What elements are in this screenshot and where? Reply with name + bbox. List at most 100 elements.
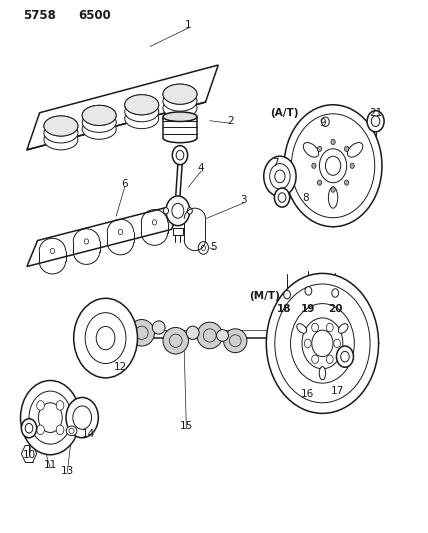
- Circle shape: [85, 313, 126, 364]
- Circle shape: [284, 105, 382, 227]
- Text: 10: 10: [22, 450, 36, 460]
- Circle shape: [66, 398, 98, 438]
- Circle shape: [37, 401, 45, 410]
- Text: 5758: 5758: [23, 10, 56, 22]
- Text: 1: 1: [185, 20, 192, 30]
- Circle shape: [264, 156, 296, 197]
- Circle shape: [152, 220, 157, 225]
- Ellipse shape: [163, 327, 188, 354]
- Circle shape: [291, 114, 375, 217]
- Text: 15: 15: [180, 421, 193, 431]
- Circle shape: [29, 391, 71, 444]
- Ellipse shape: [163, 84, 197, 104]
- Ellipse shape: [303, 142, 319, 157]
- Circle shape: [172, 204, 184, 218]
- Circle shape: [341, 351, 349, 362]
- Circle shape: [321, 117, 329, 126]
- Circle shape: [270, 164, 290, 189]
- Circle shape: [176, 150, 184, 160]
- Circle shape: [172, 146, 187, 165]
- Ellipse shape: [152, 321, 165, 334]
- Circle shape: [198, 241, 208, 254]
- Circle shape: [25, 423, 33, 433]
- Text: 6500: 6500: [78, 10, 111, 22]
- Circle shape: [372, 116, 380, 126]
- Text: 13: 13: [61, 466, 74, 475]
- Ellipse shape: [125, 102, 159, 122]
- Ellipse shape: [348, 142, 363, 157]
- Circle shape: [56, 425, 64, 434]
- Circle shape: [118, 229, 122, 235]
- Ellipse shape: [223, 329, 247, 353]
- Ellipse shape: [66, 426, 77, 435]
- Ellipse shape: [203, 329, 216, 342]
- Ellipse shape: [82, 119, 116, 139]
- Polygon shape: [27, 204, 182, 266]
- Circle shape: [84, 239, 89, 244]
- Text: 16: 16: [301, 389, 314, 399]
- Ellipse shape: [319, 367, 326, 380]
- Ellipse shape: [44, 130, 78, 150]
- Ellipse shape: [163, 112, 197, 122]
- Circle shape: [332, 289, 339, 297]
- Text: 2: 2: [228, 116, 234, 126]
- Circle shape: [274, 188, 290, 207]
- Circle shape: [39, 403, 62, 432]
- Circle shape: [56, 401, 64, 410]
- Ellipse shape: [82, 106, 116, 125]
- Circle shape: [291, 304, 354, 383]
- Circle shape: [331, 139, 335, 144]
- Circle shape: [275, 170, 285, 183]
- Text: 19: 19: [300, 304, 315, 314]
- Ellipse shape: [217, 329, 229, 341]
- Circle shape: [312, 355, 318, 364]
- Ellipse shape: [125, 95, 159, 115]
- Circle shape: [163, 208, 169, 214]
- Text: 17: 17: [331, 386, 344, 396]
- Circle shape: [166, 196, 190, 225]
- Circle shape: [319, 149, 347, 183]
- Circle shape: [312, 324, 318, 332]
- Text: 8: 8: [302, 192, 309, 203]
- Text: 5: 5: [211, 242, 217, 252]
- Ellipse shape: [129, 319, 155, 346]
- Ellipse shape: [197, 322, 223, 349]
- Circle shape: [325, 156, 341, 175]
- Circle shape: [50, 248, 54, 254]
- Circle shape: [21, 419, 37, 438]
- Circle shape: [331, 187, 335, 192]
- Circle shape: [334, 339, 341, 348]
- Circle shape: [21, 381, 80, 455]
- Circle shape: [318, 180, 322, 185]
- Circle shape: [73, 406, 92, 429]
- Circle shape: [367, 111, 384, 132]
- Text: (A/T): (A/T): [270, 108, 298, 118]
- Circle shape: [345, 180, 349, 185]
- Ellipse shape: [163, 98, 197, 118]
- Circle shape: [302, 318, 343, 369]
- Circle shape: [96, 326, 115, 350]
- Ellipse shape: [338, 324, 348, 333]
- Text: 14: 14: [82, 429, 95, 439]
- Circle shape: [37, 425, 45, 434]
- Circle shape: [187, 208, 192, 214]
- Circle shape: [312, 330, 333, 357]
- Ellipse shape: [125, 109, 159, 128]
- Circle shape: [304, 339, 311, 348]
- Ellipse shape: [163, 91, 197, 111]
- Text: 3: 3: [241, 195, 247, 205]
- Text: 11: 11: [44, 461, 57, 470]
- Text: 12: 12: [114, 362, 127, 372]
- Circle shape: [327, 355, 333, 364]
- Circle shape: [336, 346, 354, 367]
- Ellipse shape: [163, 84, 197, 104]
- Text: 9: 9: [319, 118, 326, 128]
- Ellipse shape: [82, 106, 116, 125]
- Ellipse shape: [125, 95, 159, 115]
- Text: 18: 18: [277, 304, 291, 314]
- Ellipse shape: [44, 116, 78, 136]
- Ellipse shape: [169, 334, 182, 348]
- Ellipse shape: [135, 326, 148, 340]
- Text: 6: 6: [122, 179, 128, 189]
- Polygon shape: [27, 65, 218, 150]
